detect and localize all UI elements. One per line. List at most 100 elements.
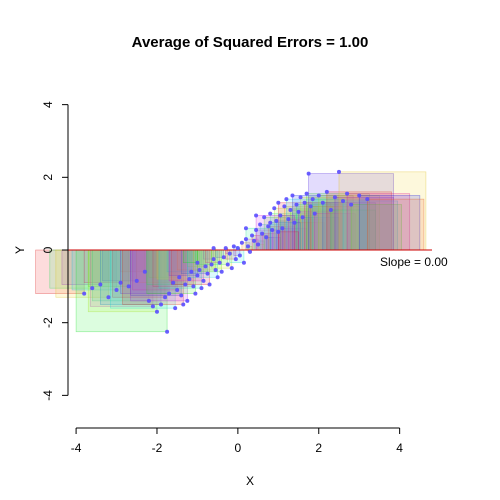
- data-point: [328, 208, 333, 213]
- data-point: [280, 226, 285, 231]
- data-point: [310, 197, 315, 202]
- data-point: [235, 246, 240, 251]
- data-point: [213, 267, 218, 272]
- data-point: [243, 237, 248, 242]
- y-tick-label: -4: [41, 390, 55, 401]
- squared-error-box: [158, 249, 202, 289]
- data-point: [181, 302, 186, 307]
- squared-error-box: [326, 191, 392, 251]
- data-point: [276, 229, 281, 234]
- squared-error-box: [358, 195, 421, 251]
- y-tick-label: 4: [41, 101, 55, 108]
- squared-error-box: [87, 249, 129, 287]
- data-point: [217, 260, 222, 265]
- x-tick-label: 0: [235, 441, 242, 455]
- data-point: [177, 275, 182, 280]
- data-point: [175, 287, 180, 292]
- squared-error-box: [87, 249, 158, 313]
- squared-error-box: [366, 198, 425, 251]
- squared-error-box: [342, 200, 398, 251]
- data-point: [365, 197, 370, 202]
- squared-error-box: [286, 198, 344, 251]
- squared-error-box: [122, 249, 184, 305]
- data-point: [173, 306, 178, 311]
- data-point: [154, 309, 159, 314]
- data-point: [171, 280, 176, 285]
- data-point: [221, 255, 226, 260]
- data-point: [183, 282, 188, 287]
- squared-error-box: [89, 249, 154, 307]
- data-point: [268, 211, 273, 216]
- squared-error-box: [338, 171, 427, 251]
- squared-error-box: [49, 249, 93, 289]
- data-point: [264, 235, 269, 240]
- data-point: [274, 218, 279, 223]
- squared-error-box: [102, 249, 138, 282]
- squared-error-box: [330, 209, 376, 251]
- data-point: [201, 278, 206, 283]
- x-tick-label: -4: [71, 441, 82, 455]
- squared-error-box: [350, 204, 402, 251]
- data-point: [225, 262, 230, 267]
- squared-error-box: [152, 249, 194, 287]
- data-point: [219, 269, 224, 274]
- x-tick-label: 4: [396, 441, 403, 455]
- squared-error-box: [310, 206, 360, 251]
- data-point: [185, 298, 190, 303]
- squared-error-box: [182, 249, 198, 264]
- y-tick-label: 2: [41, 174, 55, 181]
- data-point: [199, 286, 204, 291]
- squared-error-boxes: [35, 171, 427, 333]
- data-point: [258, 222, 263, 227]
- squared-error-box: [269, 222, 301, 251]
- squared-error-box: [91, 249, 150, 302]
- y-axis-label: Y: [13, 246, 27, 254]
- data-point: [146, 298, 151, 303]
- data-point: [205, 271, 210, 276]
- squared-error-box: [130, 249, 188, 302]
- squared-error-box: [314, 213, 356, 251]
- squared-error-box: [100, 249, 162, 305]
- x-tick-label: 2: [315, 441, 322, 455]
- squared-error-box: [298, 211, 342, 251]
- data-point: [223, 246, 228, 251]
- data-point: [191, 284, 196, 289]
- data-point: [118, 280, 123, 285]
- data-point: [341, 198, 346, 203]
- squared-error-box: [35, 249, 85, 294]
- squared-error-box: [132, 249, 178, 291]
- data-point: [209, 262, 214, 267]
- data-point: [316, 193, 321, 198]
- squared-error-box: [306, 193, 370, 251]
- data-point: [159, 302, 164, 307]
- data-point: [282, 204, 287, 209]
- axes: -4 -2 0 2 4 -4 -2 0 2 4: [41, 101, 403, 455]
- squared-error-box: [308, 173, 394, 251]
- data-point: [286, 217, 291, 222]
- data-point: [278, 213, 283, 218]
- squared-error-box: [83, 249, 121, 284]
- data-point: [243, 226, 248, 231]
- data-point: [229, 266, 234, 271]
- chart-title: Average of Squared Errors = 1.00: [132, 34, 369, 51]
- y-tick-label: 0: [41, 246, 55, 253]
- data-point: [211, 257, 216, 262]
- data-point: [357, 193, 362, 198]
- data-point: [90, 286, 95, 291]
- data-point: [300, 215, 305, 220]
- squared-error-box: [55, 249, 109, 298]
- data-point: [270, 228, 275, 233]
- data-point: [215, 275, 220, 280]
- data-point: [284, 197, 289, 202]
- squared-error-box: [312, 198, 370, 251]
- x-axis-label: X: [246, 474, 254, 488]
- data-point: [302, 200, 307, 205]
- data-point: [332, 195, 337, 200]
- data-point: [308, 204, 313, 209]
- data-point: [241, 260, 246, 265]
- squared-error-box: [318, 195, 380, 251]
- data-point: [252, 238, 257, 243]
- data-point: [298, 195, 303, 200]
- data-point: [231, 244, 236, 249]
